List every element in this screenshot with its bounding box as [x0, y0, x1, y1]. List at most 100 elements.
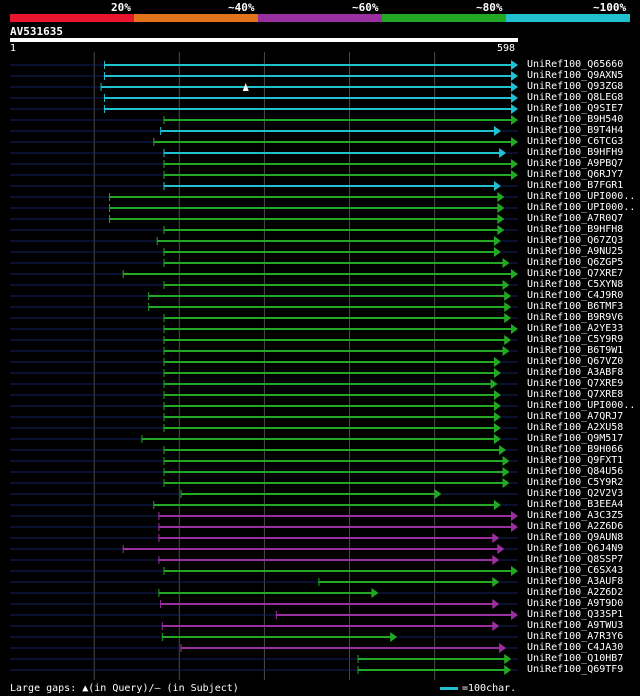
hit-arrowhead: [502, 346, 510, 356]
hit-label[interactable]: UniRef100_B9T4H4: [527, 125, 624, 136]
hit-arrowhead: [499, 148, 507, 158]
scale-label: ~40%: [228, 1, 255, 14]
hit-label[interactable]: UniRef100_C5Y9R9: [527, 334, 624, 345]
query-gap-marker: [242, 83, 249, 91]
hit-arrowhead: [371, 588, 379, 598]
hit-label[interactable]: UniRef100_B9HFH9: [527, 147, 624, 158]
identity-color-scale: 20% ~40% ~60% ~80% ~100%: [10, 0, 630, 22]
hit-arrowhead: [511, 137, 518, 147]
hit-label[interactable]: UniRef100_UPI000..: [527, 191, 636, 202]
hit-label[interactable]: UniRef100_A7QRJ7: [527, 411, 624, 422]
hit-label[interactable]: UniRef100_Q9AUN8: [527, 532, 624, 543]
hit-label[interactable]: UniRef100_C6SX43: [527, 565, 624, 576]
hit-label[interactable]: UniRef100_A2YE33: [527, 323, 624, 334]
hit-label[interactable]: UniRef100_Q9AXN5: [527, 70, 624, 81]
hit-label[interactable]: UniRef100_Q2V2V3: [527, 488, 624, 499]
hit-label[interactable]: UniRef100_C5Y9R2: [527, 477, 624, 488]
scale-segment: [506, 14, 630, 22]
hit-arrowhead: [511, 104, 518, 114]
hit-arrowhead: [492, 577, 500, 587]
hit-label[interactable]: UniRef100_B3EEA4: [527, 499, 624, 510]
scale-label: 20%: [111, 1, 131, 14]
scale-label: ~60%: [352, 1, 379, 14]
hit-label[interactable]: UniRef100_B9H540: [527, 114, 624, 125]
scale-bar-icon: [440, 686, 458, 690]
hit-label[interactable]: UniRef100_A7R3Y6: [527, 631, 624, 642]
hit-label[interactable]: UniRef100_A3C3Z5: [527, 510, 624, 521]
hit-label[interactable]: UniRef100_Q6ZGP5: [527, 257, 624, 268]
hit-label[interactable]: UniRef100_A2XU58: [527, 422, 624, 433]
hit-label[interactable]: UniRef100_Q67VZ0: [527, 356, 624, 367]
hit-label[interactable]: UniRef100_B9H066: [527, 444, 624, 455]
hit-label[interactable]: UniRef100_Q7XRE7: [527, 268, 624, 279]
hit-label[interactable]: UniRef100_Q7XRE8: [527, 389, 624, 400]
hit-arrowhead: [492, 599, 500, 609]
hit-label[interactable]: UniRef100_A9T9D0: [527, 598, 624, 609]
hit-label[interactable]: UniRef100_Q6J4N9: [527, 543, 624, 554]
hit-label[interactable]: UniRef100_B9HFH8: [527, 224, 624, 235]
hit-label[interactable]: UniRef100_Q9FXT1: [527, 455, 624, 466]
hit-label[interactable]: UniRef100_A9TWU3: [527, 620, 624, 631]
hit-label[interactable]: UniRef100_A3ABF8: [527, 367, 624, 378]
hit-arrowhead: [504, 302, 512, 312]
hit-label[interactable]: UniRef100_Q9M517: [527, 433, 624, 444]
hit-label[interactable]: UniRef100_C5XYN8: [527, 279, 624, 290]
hit-arrowhead: [504, 313, 512, 323]
hit-arrowhead: [493, 401, 501, 411]
hit-label[interactable]: UniRef100_Q69TF9: [527, 664, 624, 675]
hit-label[interactable]: UniRef100_A2Z6D2: [527, 587, 624, 598]
hit-label[interactable]: UniRef100_Q8SSP7: [527, 554, 624, 565]
hit-label[interactable]: UniRef100_B7FGR1: [527, 180, 624, 191]
scale-segment: [258, 14, 382, 22]
hit-label[interactable]: UniRef100_Q93ZG8: [527, 81, 624, 92]
hit-label[interactable]: UniRef100_Q67ZQ3: [527, 235, 624, 246]
hit-label[interactable]: UniRef100_B9R9V6: [527, 312, 624, 323]
scale-segment: [10, 14, 134, 22]
hit-label[interactable]: UniRef100_Q33SP1: [527, 609, 624, 620]
hit-label[interactable]: UniRef100_C4J9R0: [527, 290, 624, 301]
large-gaps-legend: Large gaps: ▲(in Query)/– (in Subject): [10, 683, 239, 694]
hit-label[interactable]: UniRef100_C4JA30: [527, 642, 624, 653]
hit-label[interactable]: UniRef100_C6TCG3: [527, 136, 624, 147]
hit-arrowhead: [511, 115, 518, 125]
hit-arrowhead: [502, 467, 510, 477]
hit-arrowhead: [504, 335, 512, 345]
hit-arrowhead: [502, 280, 510, 290]
hit-arrowhead: [492, 555, 500, 565]
hit-arrowhead: [511, 566, 518, 576]
hit-arrowhead: [493, 126, 501, 136]
hit-arrowhead: [434, 489, 442, 499]
hit-arrowhead: [511, 60, 518, 70]
hit-arrowhead: [492, 621, 500, 631]
hit-arrowhead: [511, 170, 518, 180]
hit-arrowhead: [504, 291, 512, 301]
hit-label[interactable]: UniRef100_A9PBQ7: [527, 158, 624, 169]
hit-arrowhead: [493, 434, 501, 444]
hit-label[interactable]: UniRef100_Q84U56: [527, 466, 624, 477]
hit-arrowhead: [511, 324, 518, 334]
hit-arrowhead: [490, 379, 498, 389]
scale-legend: =100char.: [440, 683, 516, 694]
hit-label[interactable]: UniRef100_Q10HB7: [527, 653, 624, 664]
hit-label[interactable]: UniRef100_A9NU25: [527, 246, 624, 257]
hit-label[interactable]: UniRef100_Q6RJY7: [527, 169, 624, 180]
scale-label: ~100%: [593, 1, 627, 14]
hit-label[interactable]: UniRef100_Q65660: [527, 59, 624, 70]
hit-arrowhead: [504, 654, 512, 664]
hit-label[interactable]: UniRef100_Q7XRE9: [527, 378, 624, 389]
hit-label[interactable]: UniRef100_A2Z6D6: [527, 521, 624, 532]
hit-label[interactable]: UniRef100_Q9SIE7: [527, 103, 624, 114]
hit-arrowhead: [390, 632, 398, 642]
hit-label[interactable]: UniRef100_Q8LEG8: [527, 92, 624, 103]
scale-segment: [134, 14, 258, 22]
hit-label[interactable]: UniRef100_A7R0Q7: [527, 213, 624, 224]
hit-arrowhead: [493, 423, 501, 433]
hit-label[interactable]: UniRef100_B6T9W1: [527, 345, 624, 356]
hit-label[interactable]: UniRef100_B6TMF3: [527, 301, 624, 312]
scale-segment: [382, 14, 506, 22]
hit-arrowhead: [511, 269, 518, 279]
hit-label[interactable]: UniRef100_A3AUF8: [527, 576, 624, 587]
hit-label[interactable]: UniRef100_UPI000..: [527, 202, 636, 213]
hit-label[interactable]: UniRef100_UPI000..: [527, 400, 636, 411]
hit-arrowhead: [492, 533, 500, 543]
